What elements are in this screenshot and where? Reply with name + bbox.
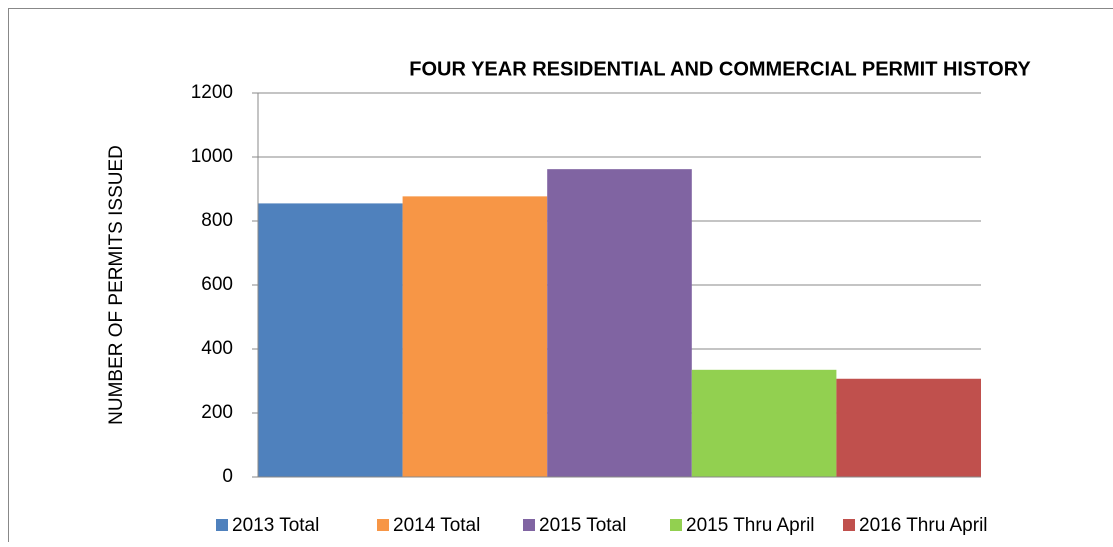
legend-swatch	[216, 519, 228, 531]
y-tick-label: 0	[222, 466, 233, 487]
chart-title: FOUR YEAR RESIDENTIAL AND COMMERCIAL PER…	[409, 58, 1031, 80]
legend-label: 2015 Thru April	[686, 515, 815, 536]
bar	[692, 370, 837, 477]
legend-label: 2014 Total	[393, 515, 480, 536]
legend-label: 2016 Thru April	[859, 515, 988, 536]
y-tick-label: 400	[201, 338, 233, 359]
bar	[258, 203, 403, 477]
legend-swatch	[670, 519, 682, 531]
y-tick-label: 1200	[191, 82, 233, 103]
y-tick-label: 600	[201, 274, 233, 295]
y-axis-label: NUMBER OF PERMITS ISSUED	[106, 145, 127, 425]
bar	[836, 379, 981, 477]
legend-swatch	[523, 519, 535, 531]
y-tick-label: 200	[201, 402, 233, 423]
legend-swatch	[377, 519, 389, 531]
legend-swatch	[843, 519, 855, 531]
legend-label: 2015 Total	[539, 515, 626, 536]
bar	[403, 196, 548, 477]
y-tick-label: 800	[201, 210, 233, 231]
y-tick-label: 1000	[191, 146, 233, 167]
bar	[547, 169, 692, 477]
legend-label: 2013 Total	[232, 515, 319, 536]
